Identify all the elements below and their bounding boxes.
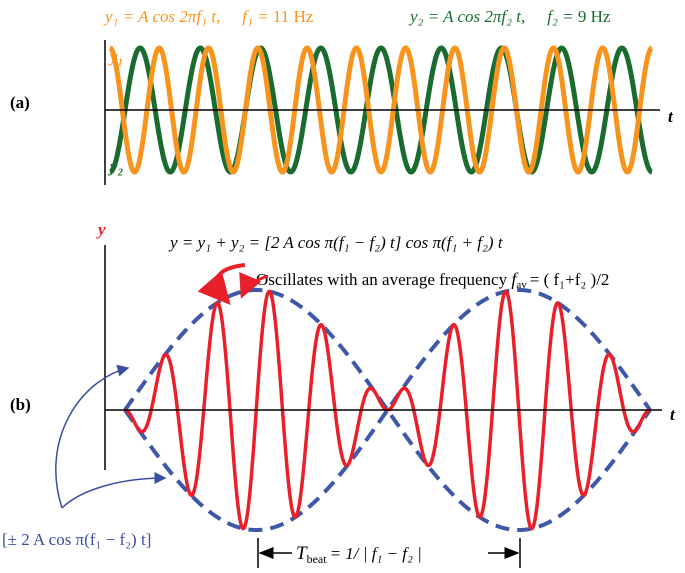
panel-label: (a) bbox=[10, 93, 30, 112]
arrow bbox=[61, 472, 167, 509]
sub: beat bbox=[307, 552, 328, 566]
annotation-text: Oscillates with an average frequency bbox=[256, 270, 508, 289]
envelope bbox=[123, 288, 652, 532]
curves bbox=[108, 45, 654, 532]
eq: y₂ = A cos 2πf₂ t, bbox=[408, 7, 525, 26]
annotation: Oscillates with an average frequency fav… bbox=[256, 269, 609, 291]
wave-y1 bbox=[108, 45, 654, 175]
formula: = 1/ | f₁ − f₂ | bbox=[330, 544, 422, 563]
unit: Hz bbox=[293, 7, 313, 26]
y1-equation: y₁ = A cos 2πf₁ t, f₁ = 11 Hz bbox=[103, 7, 314, 26]
envelope-label: [± 2 A cos π(f₁ − f₂) t] bbox=[2, 530, 151, 549]
curve-label: y₁ bbox=[108, 47, 123, 66]
y-label: y bbox=[96, 220, 106, 239]
formula: = ( f₁+f₂ )/2 bbox=[530, 270, 610, 289]
T: T bbox=[296, 543, 308, 564]
freq: 9 bbox=[578, 7, 587, 26]
arrow bbox=[239, 271, 269, 299]
sum-equation: y = y₁ + y₂ = [2 A cos π(f₁ − f₂) t] cos… bbox=[168, 233, 504, 252]
axis-label: t bbox=[668, 107, 674, 126]
sym: f₂ = bbox=[547, 7, 573, 26]
panel-label: (b) bbox=[10, 395, 31, 414]
envelope bbox=[123, 288, 652, 532]
y2-equation: y₂ = A cos 2πf₂ t, f₂ = 9 Hz bbox=[408, 7, 611, 26]
eq: y₁ = A cos 2πf₁ t, bbox=[103, 7, 220, 26]
sym: f₁ = bbox=[242, 7, 268, 26]
arrow bbox=[197, 263, 246, 306]
beat-formula: Tbeat = 1/ | f₁ − f₂ | bbox=[296, 543, 422, 566]
unit: Hz bbox=[591, 7, 611, 26]
sub: av bbox=[516, 279, 527, 291]
wave-y2 bbox=[109, 45, 653, 175]
freq: 11 bbox=[273, 7, 289, 26]
f: f bbox=[511, 269, 519, 289]
arrow bbox=[55, 364, 130, 509]
curve-label: y₂ bbox=[108, 157, 124, 176]
axis-label: t bbox=[670, 405, 676, 424]
